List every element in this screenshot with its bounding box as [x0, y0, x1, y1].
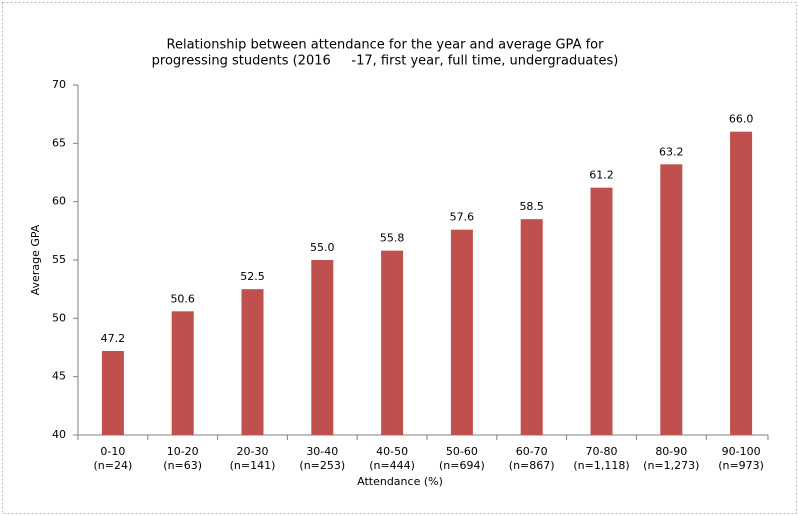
x-tick-label: 30-40: [306, 445, 338, 458]
y-tick-label: 70: [52, 78, 66, 91]
data-label: 47.2: [101, 332, 126, 345]
y-tick-label: 65: [52, 136, 66, 149]
y-axis-label: Average GPA: [29, 224, 42, 295]
x-tick-label: 20-30: [237, 445, 269, 458]
x-tick-label: (n=444): [369, 459, 415, 472]
bar: [660, 164, 683, 436]
data-label: 63.2: [659, 145, 684, 158]
bar: [590, 187, 613, 435]
data-label: 66.0: [729, 113, 754, 126]
bar: [520, 219, 543, 435]
bar: [241, 289, 264, 435]
x-tick-label: 50-60: [446, 445, 478, 458]
x-tick-label: (n=867): [509, 459, 555, 472]
y-tick-label: 45: [52, 370, 66, 383]
data-label: 55.0: [310, 241, 335, 254]
x-axis-label: Attendance (%): [357, 475, 443, 488]
x-tick-label: (n=694): [439, 459, 485, 472]
bar: [311, 260, 334, 435]
bar: [450, 229, 473, 435]
x-tick-label: 10-20: [167, 445, 199, 458]
x-tick-label: (n=973): [718, 459, 764, 472]
x-tick-label: 90-100: [722, 445, 761, 458]
x-tick-label: (n=1,118): [573, 459, 629, 472]
data-label: 61.2: [589, 169, 614, 182]
x-tick-label: 60-70: [516, 445, 548, 458]
x-tick-label: 80-90: [655, 445, 687, 458]
x-tick-label: (n=1,273): [643, 459, 699, 472]
x-tick-label: (n=63): [163, 459, 202, 472]
x-tick-label: 40-50: [376, 445, 408, 458]
bar: [171, 311, 194, 435]
data-label: 57.6: [450, 211, 475, 224]
chart-title: progressing students (2016 -17, first ye…: [152, 54, 619, 69]
x-tick-label: (n=141): [230, 459, 276, 472]
x-tick-label: 0-10: [100, 445, 125, 458]
x-tick-label: (n=24): [94, 459, 133, 472]
data-label: 58.5: [519, 200, 544, 213]
x-tick-label: (n=253): [299, 459, 345, 472]
y-tick-label: 60: [52, 195, 66, 208]
bar: [381, 250, 404, 435]
bar: [101, 351, 124, 435]
data-label: 55.8: [380, 232, 405, 245]
data-label: 50.6: [170, 292, 195, 305]
y-tick-label: 40: [52, 428, 66, 441]
chart-title: Relationship between attendance for the …: [167, 38, 605, 53]
bar: [730, 131, 753, 435]
y-tick-label: 50: [52, 311, 66, 324]
data-label: 52.5: [240, 270, 265, 283]
x-tick-label: 70-80: [586, 445, 618, 458]
y-tick-label: 55: [52, 253, 66, 266]
